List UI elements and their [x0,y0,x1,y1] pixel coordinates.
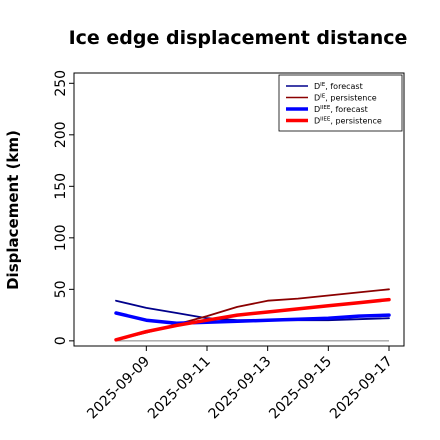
y-axis-label: Displacement (km) [4,130,22,290]
y-tick-label: 50 [53,280,69,298]
y-tick-label: 200 [53,121,69,148]
y-tick-label: 150 [53,173,69,200]
legend: DIE, forecast DIE, persistence DIIEE, fore… [278,74,403,132]
legend-label: DIIEE, persistence [314,117,382,126]
y-tick-label: 0 [53,336,69,345]
x-tick-label: 2025-09-15 [266,354,335,423]
legend-label: DIE, forecast [314,82,363,91]
x-tick-label: 2025-09-13 [206,354,275,423]
chart-title: Ice edge displacement distance [69,27,408,49]
series-line-4 [114,297,391,342]
x-tick-label: 2025-09-09 [84,354,153,423]
x-tick-label: 2025-09-11 [145,354,214,423]
y-tick-label: 100 [53,224,69,251]
series-line-3 [114,311,391,326]
legend-label: DIE, persistence [314,94,377,103]
y-tick-label: 250 [53,70,69,97]
x-tick-label: 2025-09-17 [327,354,396,423]
legend-label: DIIEE, forecast [314,105,368,114]
plot-frame [73,72,405,347]
